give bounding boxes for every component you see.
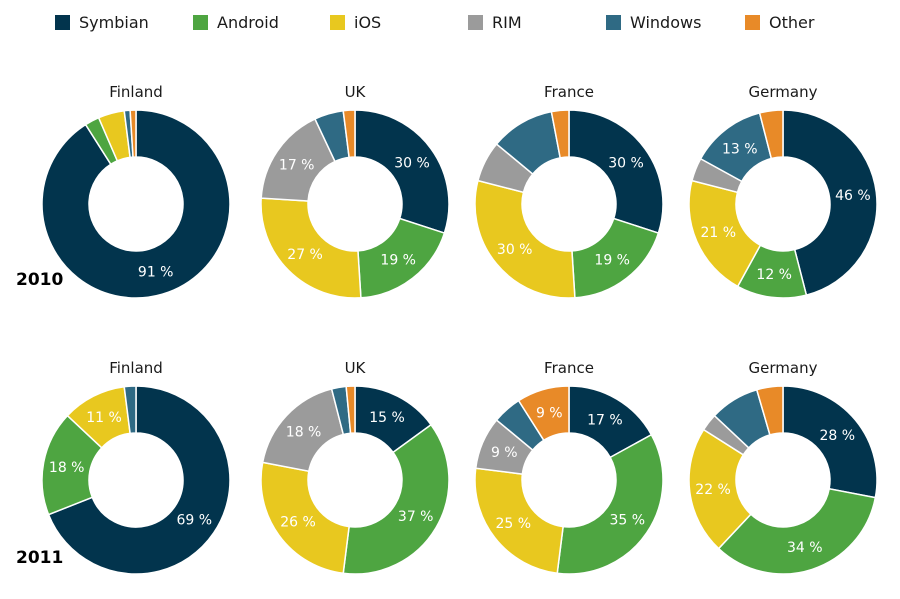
slice-label-android: 12 %: [756, 267, 792, 283]
slice-other: [345, 385, 356, 435]
slice-ios: [260, 197, 362, 299]
slice-ios: [474, 467, 564, 575]
slice-label-ios: 26 %: [280, 514, 316, 530]
slice-label-android: 18 %: [49, 460, 85, 476]
legend-label-ios: iOS: [354, 13, 381, 32]
slice-label-ios: 30 %: [497, 242, 533, 258]
chart-title: France: [544, 83, 594, 101]
donut-finland-2010: Finland 91 %: [41, 83, 231, 299]
slice-other: [755, 385, 784, 436]
donut-germany-2010: Germany 46 % 12 % 21 % 13 %: [688, 83, 878, 299]
legend-swatch-ios: [330, 15, 345, 30]
slice-label-ios: 22 %: [695, 482, 731, 498]
slice-label-rim: 9 %: [491, 445, 518, 461]
slice-label-ios: 25 %: [496, 516, 532, 532]
slice-windows: [123, 385, 137, 435]
slice-android: [717, 487, 877, 575]
slice-label-rim: 18 %: [286, 425, 322, 441]
slice-symbian: [41, 109, 231, 299]
legend-label-windows: Windows: [630, 13, 701, 32]
donut-charts: Finland 91 % UK 30 % 19 % 27 % 17 % France 30 % 1…: [41, 83, 878, 575]
legend: Symbian Android iOS RIM Windows Other: [55, 13, 815, 32]
donut-uk-2010: UK 30 % 19 % 27 % 17 %: [260, 83, 450, 299]
slice-label-other: 9 %: [536, 405, 563, 421]
slice-label-symbian: 69 %: [177, 513, 213, 529]
slice-other: [550, 109, 570, 159]
legend-swatch-other: [745, 15, 760, 30]
slice-symbian: [47, 385, 231, 575]
legend-swatch-android: [193, 15, 208, 30]
slice-label-rim: 17 %: [279, 157, 315, 173]
slice-ios: [688, 179, 762, 288]
slice-android: [342, 423, 450, 575]
slice-symbian: [354, 109, 450, 234]
slice-label-ios: 21 %: [701, 225, 737, 241]
slice-android: [556, 433, 664, 575]
donut-germany-2011: Germany 28 % 34 % 22 %: [688, 359, 878, 575]
legend-label-other: Other: [769, 13, 815, 32]
legend-label-symbian: Symbian: [79, 13, 149, 32]
slice-label-symbian: 15 %: [369, 410, 405, 426]
slice-label-symbian: 30 %: [608, 156, 644, 172]
year-label-2011: 2011: [16, 548, 63, 568]
slice-label-android: 19 %: [594, 253, 630, 269]
slice-label-ios: 27 %: [287, 247, 323, 263]
slice-label-symbian: 91 %: [138, 265, 174, 281]
donut-france-2011: France 17 % 35 % 25 % 9 % 9 %: [474, 359, 664, 575]
chart-title: Finland: [109, 83, 163, 101]
slice-ios: [688, 428, 752, 550]
chart-title: Germany: [749, 83, 818, 101]
slice-other: [342, 109, 356, 159]
year-label-2010: 2010: [16, 270, 63, 290]
donut-france-2010: France 30 % 19 % 30 %: [474, 83, 664, 299]
legend-swatch-rim: [468, 15, 483, 30]
slice-label-android: 37 %: [398, 509, 434, 525]
slice-label-android: 19 %: [380, 253, 416, 269]
legend-label-rim: RIM: [492, 13, 522, 32]
chart-title: Finland: [109, 359, 163, 377]
slice-label-symbian: 30 %: [394, 156, 430, 172]
slice-other: [517, 385, 570, 442]
slice-other: [758, 109, 784, 160]
slice-label-android: 34 %: [787, 540, 823, 556]
donut-uk-2011: UK 15 % 37 % 26 % 18 %: [260, 359, 450, 575]
chart-title: France: [544, 359, 594, 377]
slice-other: [129, 109, 137, 158]
slice-label-ios: 11 %: [86, 410, 122, 426]
slice-symbian: [782, 385, 878, 499]
donut-finland-2011: Finland 69 % 18 % 11 %: [41, 359, 231, 575]
chart-title: Germany: [749, 359, 818, 377]
slice-label-symbian: 46 %: [835, 188, 871, 204]
slice-label-android: 35 %: [610, 513, 646, 529]
slice-label-windows: 13 %: [722, 141, 758, 157]
slice-symbian: [782, 109, 878, 296]
slice-label-symbian: 28 %: [820, 428, 856, 444]
slice-ios: [260, 461, 350, 575]
slice-label-symbian: 17 %: [587, 412, 623, 428]
legend-swatch-windows: [606, 15, 621, 30]
chart-title: UK: [345, 83, 367, 101]
legend-swatch-symbian: [55, 15, 70, 30]
chart-title: UK: [345, 359, 367, 377]
slice-symbian: [568, 109, 664, 234]
legend-label-android: Android: [217, 13, 279, 32]
slice-ios: [474, 179, 576, 299]
